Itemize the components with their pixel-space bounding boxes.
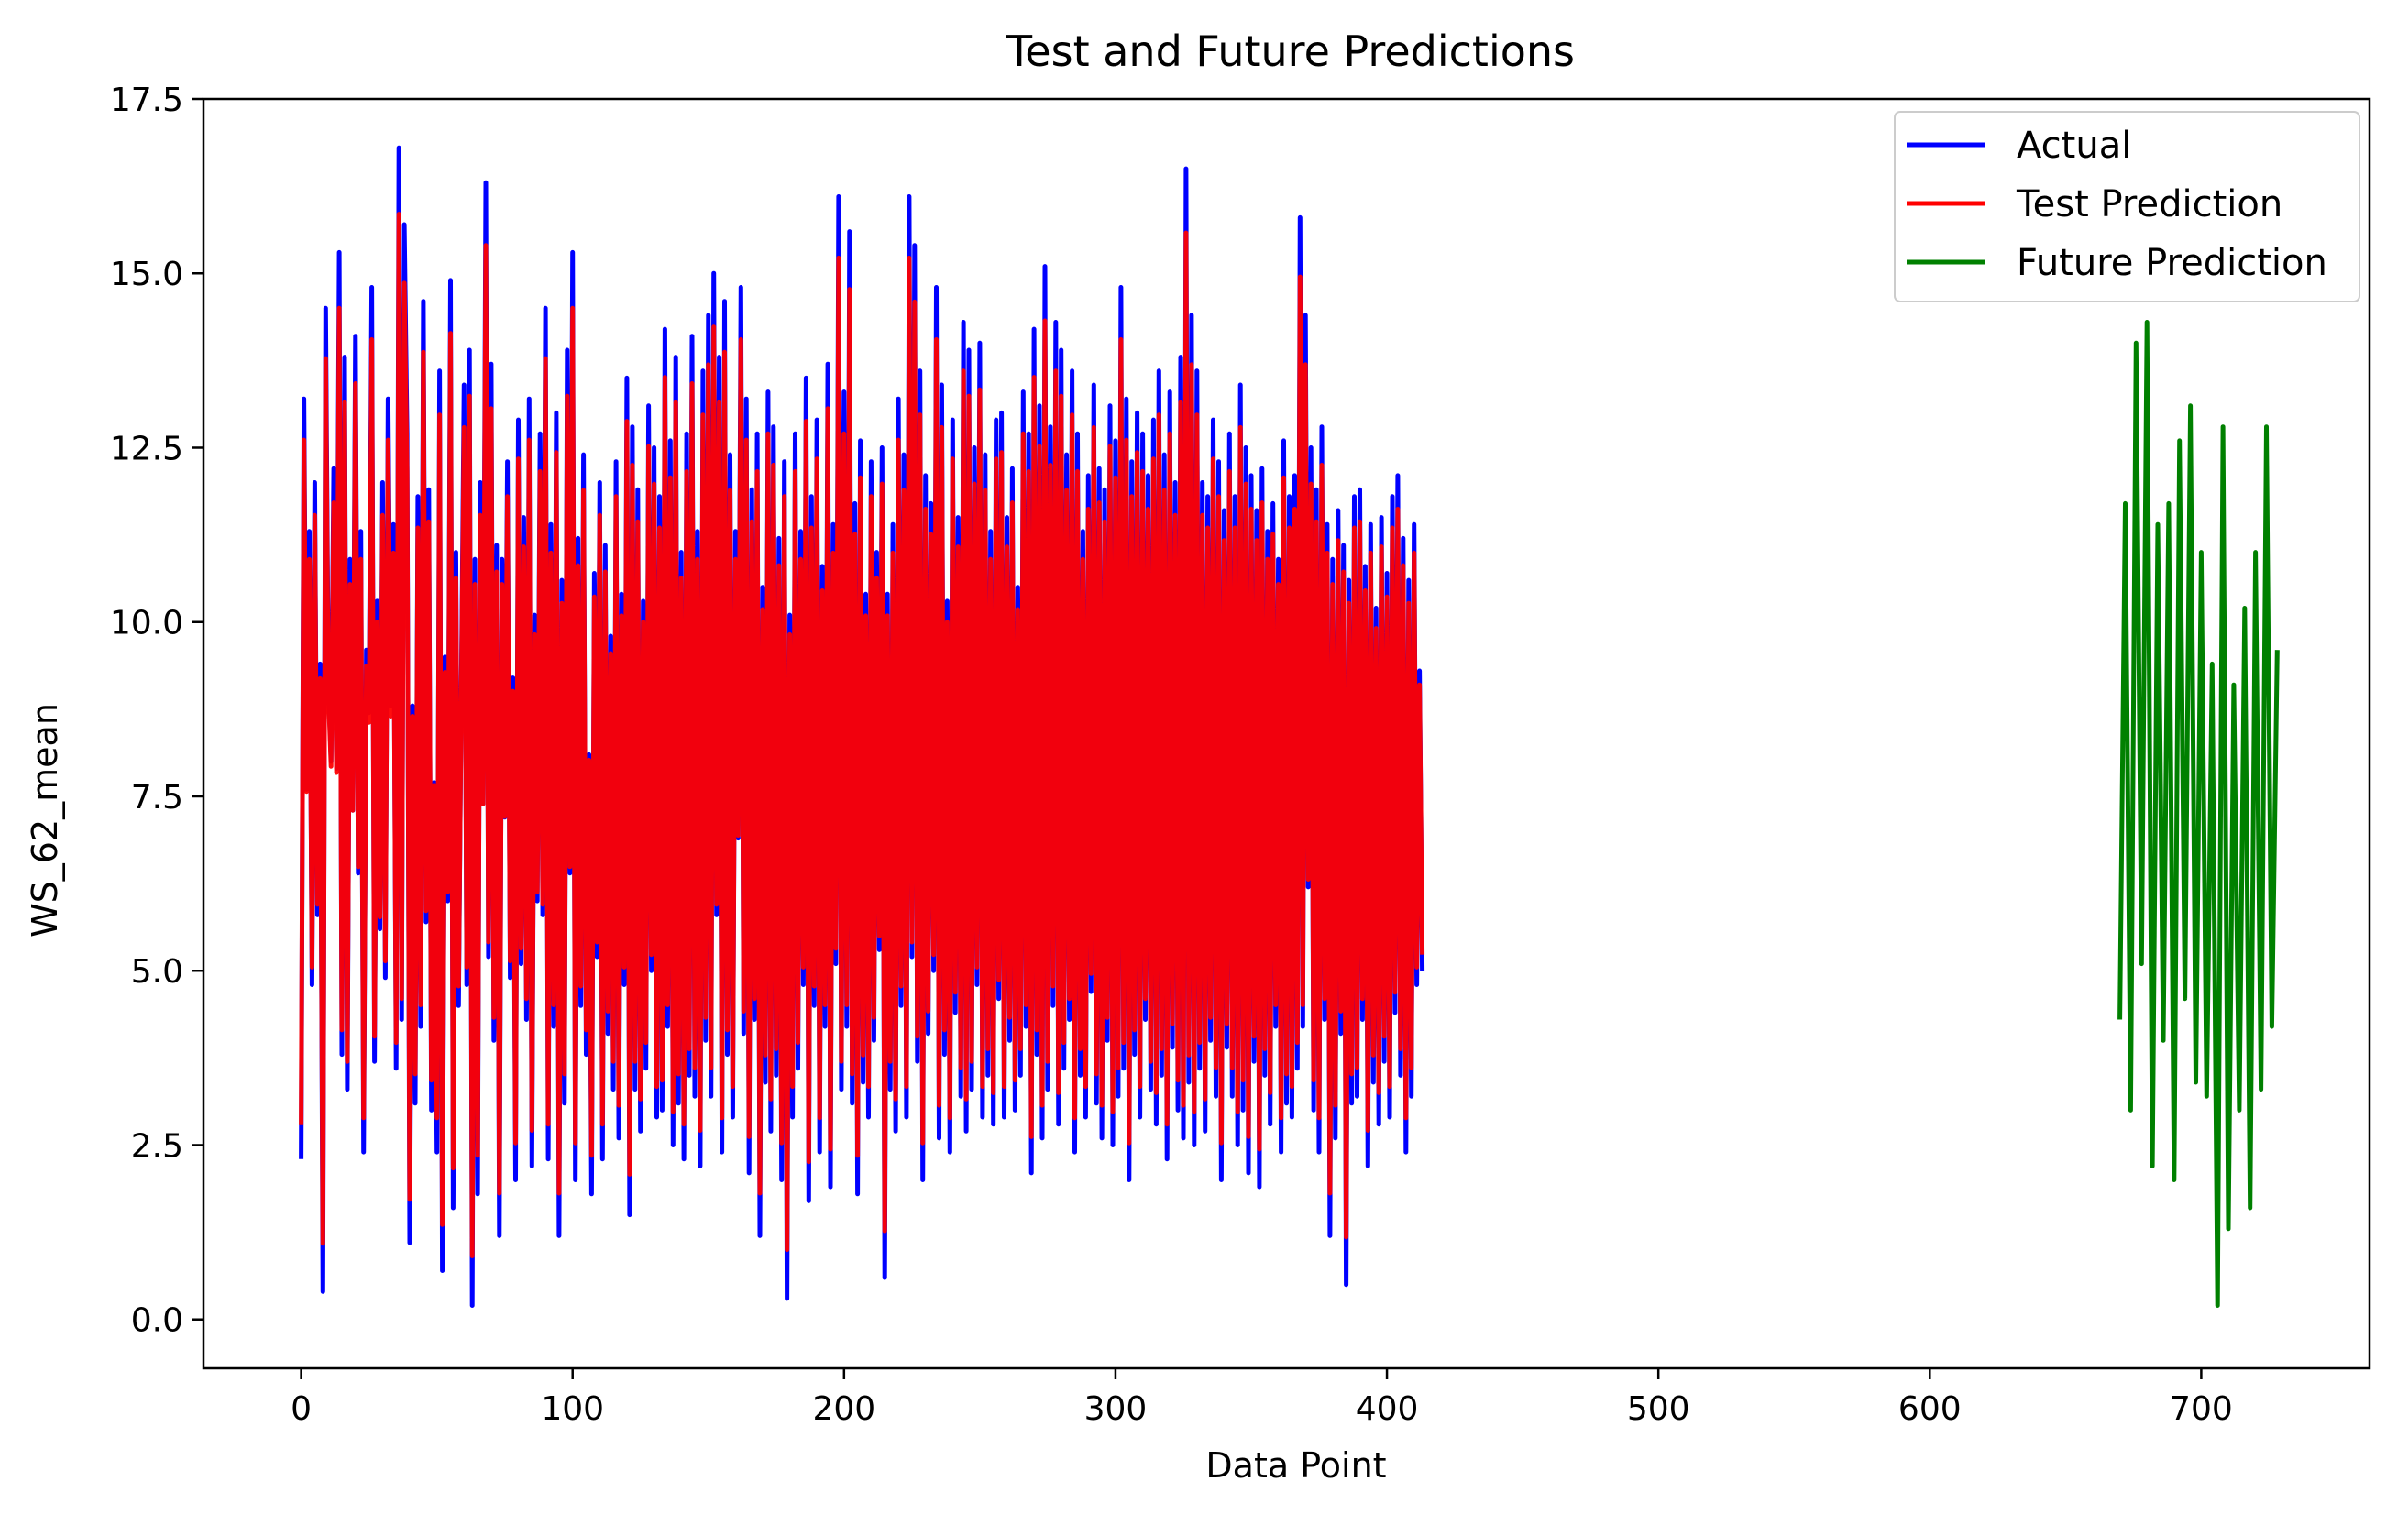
- legend: Actual Test Prediction Future Prediction: [1894, 111, 2360, 302]
- y-tick-label: 10.0: [110, 605, 183, 642]
- x-tick-label: 300: [1084, 1390, 1148, 1428]
- series-line-test-prediction: [299, 212, 1425, 1258]
- x-tick-label: 400: [1356, 1390, 1419, 1428]
- y-tick-label: 2.5: [131, 1127, 183, 1165]
- x-tick-label: 700: [2170, 1390, 2233, 1428]
- legend-box: [1894, 111, 2360, 302]
- y-tick-label: 17.5: [110, 82, 183, 119]
- y-axis-label: WS_62_mean: [25, 703, 65, 938]
- legend-label-test-prediction: Test Prediction: [2016, 183, 2282, 225]
- chart-title: Test and Future Predictions: [1006, 27, 1575, 76]
- legend-label-future-prediction: Future Prediction: [2017, 242, 2327, 284]
- axes-frame: [202, 97, 2371, 1370]
- axis-ticks: 0 100 200 300 400 500 600 700 0.0 2.5 5.0 7.5 10.0 12…: [110, 82, 2233, 1428]
- x-tick-label: 100: [541, 1390, 604, 1428]
- y-tick-label: 12.5: [110, 430, 183, 467]
- x-tick-label: 600: [1898, 1390, 1962, 1428]
- x-tick-label: 200: [812, 1390, 875, 1428]
- y-tick-label: 7.5: [131, 779, 183, 817]
- legend-label-actual: Actual: [2017, 125, 2131, 167]
- y-tick-label: 5.0: [131, 953, 183, 991]
- x-axis-label: Data Point: [1205, 1445, 1386, 1486]
- plot-area: [299, 145, 2280, 1308]
- y-tick-label: 0.0: [131, 1302, 183, 1340]
- x-tick-label: 0: [291, 1390, 312, 1428]
- series-line-future-prediction: [2117, 320, 2280, 1308]
- x-tick-label: 500: [1627, 1390, 1690, 1428]
- y-tick-label: 15.0: [110, 256, 183, 293]
